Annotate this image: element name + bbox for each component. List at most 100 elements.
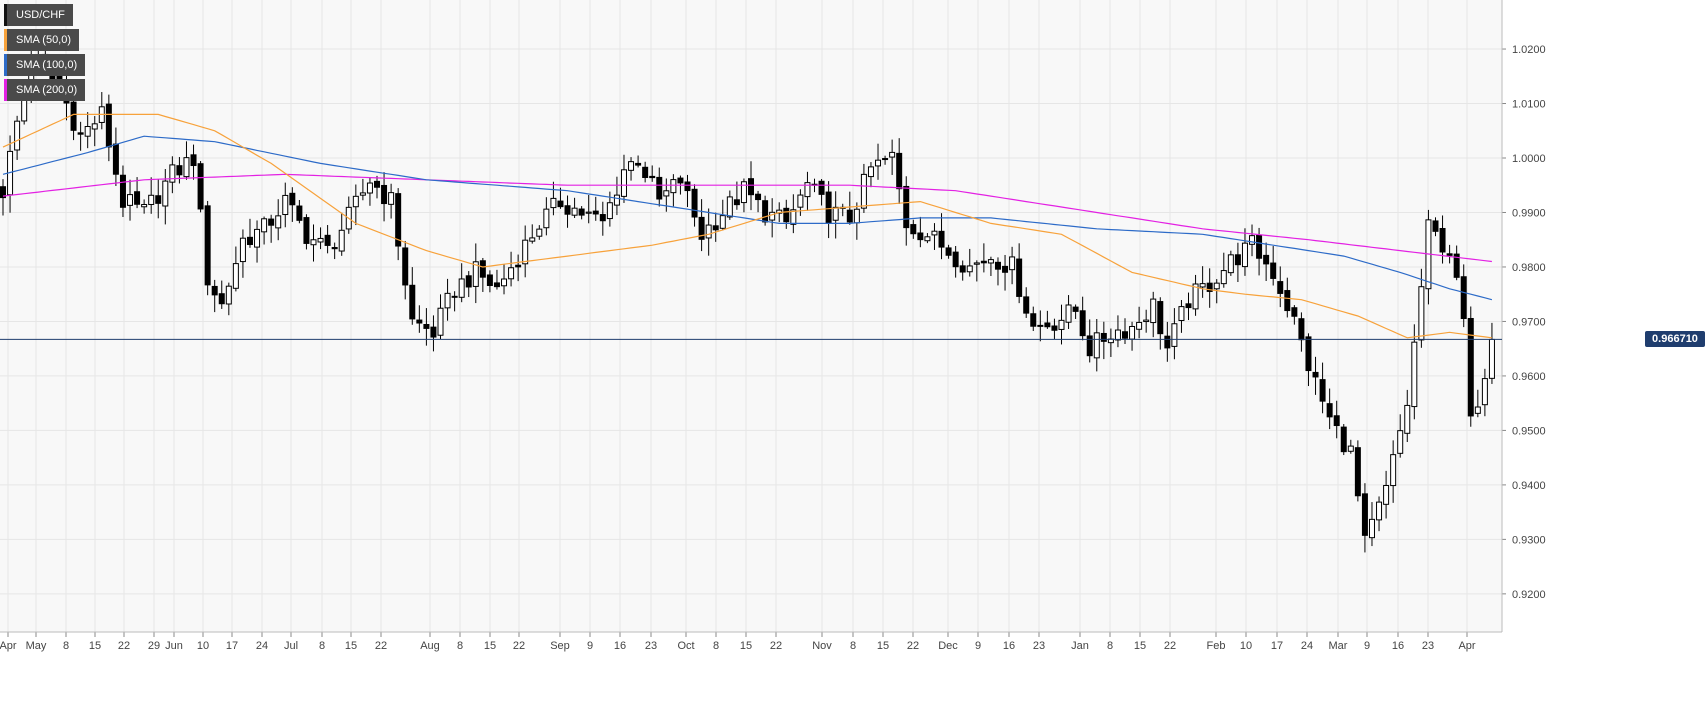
candle-body [748, 178, 754, 196]
y-tick-label: 0.9800 [1512, 262, 1546, 274]
candle-body [1227, 254, 1234, 274]
candle-body [1432, 220, 1439, 232]
x-tick-label: 8 [1107, 640, 1113, 652]
x-tick-label: Apr [1458, 640, 1475, 652]
candle-body [628, 161, 635, 171]
candle-body [359, 192, 366, 196]
candle-body [875, 159, 882, 167]
candle-body [1129, 325, 1136, 340]
legend-sma-100[interactable]: SMA (100,0) [4, 54, 86, 76]
candle-body [670, 179, 677, 194]
y-tick-label: 1.0000 [1512, 153, 1546, 165]
x-tick-label: Nov [812, 640, 832, 652]
candle-body [70, 101, 77, 131]
candle-body [649, 175, 656, 179]
candle-body [1199, 283, 1206, 288]
sma-100-line [2, 135, 1493, 301]
candle-body [656, 176, 663, 200]
candle-body [381, 184, 388, 205]
sma-100-swatch [4, 54, 7, 76]
x-tick-label: Aug [420, 640, 440, 652]
candle-body [501, 278, 508, 287]
candle-body [1241, 242, 1248, 268]
x-tick-label: Jun [165, 640, 183, 652]
candle-body [1030, 313, 1037, 327]
x-tick-label: Feb [1207, 640, 1226, 652]
candle-body [254, 228, 261, 248]
candle-body [1100, 332, 1107, 342]
candle-body [282, 194, 289, 216]
candle-body [769, 211, 776, 221]
candle-body [677, 177, 684, 184]
candle-body [1086, 335, 1093, 357]
candle-body [832, 206, 839, 221]
x-tick-label: 10 [1240, 640, 1252, 652]
x-tick-label: 8 [850, 640, 856, 652]
candle-body [994, 261, 1001, 270]
candle-body [1319, 379, 1326, 402]
candle-body [105, 103, 112, 148]
legend-sma-50[interactable]: SMA (50,0) [4, 29, 80, 51]
candle-body [1249, 235, 1256, 245]
candle-body [557, 200, 564, 208]
candle-body [1058, 319, 1065, 330]
candle-body [430, 326, 437, 338]
candle-body [1277, 281, 1284, 294]
candle-body [705, 224, 712, 239]
candle-body [1488, 338, 1495, 379]
candle-body [479, 260, 486, 278]
x-tick-label: Jul [284, 640, 298, 652]
candle-body [755, 193, 762, 201]
candle-body [550, 197, 557, 209]
candle-body [91, 123, 98, 130]
candle-body [77, 132, 84, 135]
x-tick-label: 15 [345, 640, 357, 652]
candle-body [1009, 256, 1016, 271]
candle-body [1347, 445, 1354, 452]
candle-body [1143, 319, 1150, 323]
candle-body [141, 204, 148, 208]
x-tick-label: Mar [1329, 640, 1348, 652]
candle-body [585, 211, 592, 214]
candle-body [613, 194, 620, 206]
candle-body [1185, 303, 1192, 309]
candle-body [571, 207, 578, 216]
candle-body [1079, 310, 1086, 337]
x-tick-label: 17 [1271, 640, 1283, 652]
y-tick-label: 0.9200 [1512, 589, 1546, 601]
candle-body [268, 218, 275, 226]
candle-body [1150, 298, 1157, 324]
candle-body [204, 205, 211, 286]
x-tick-label: 16 [1003, 640, 1015, 652]
candle-body [176, 165, 183, 176]
candle-body [374, 180, 380, 188]
candle-body [1213, 282, 1220, 290]
candle-body [536, 228, 543, 237]
candle-body [1411, 341, 1418, 408]
candle-body [444, 292, 451, 309]
candle-body [578, 208, 585, 216]
candle-body [952, 251, 959, 268]
x-tick-label: 15 [484, 640, 496, 652]
candle-body [719, 215, 726, 229]
candle-body [338, 229, 345, 252]
candle-body [148, 194, 155, 205]
candle-body [896, 152, 903, 190]
candle-body [1453, 253, 1460, 278]
candle-body [84, 126, 91, 137]
candle-body [762, 200, 769, 223]
x-tick-label: 8 [63, 640, 69, 652]
legend-sma-200[interactable]: SMA (200,0) [4, 79, 86, 101]
x-tick-label: 24 [256, 640, 268, 652]
candle-body [1361, 493, 1368, 536]
candle-body [1023, 296, 1030, 314]
legend-instrument[interactable]: USD/CHF [4, 4, 73, 26]
candle-body [1164, 335, 1171, 349]
candle-body [465, 275, 472, 288]
candle-body [169, 164, 176, 183]
x-tick-label: 22 [770, 640, 782, 652]
candle-body [1256, 234, 1263, 259]
candle-body [134, 191, 141, 205]
